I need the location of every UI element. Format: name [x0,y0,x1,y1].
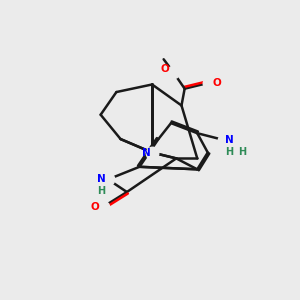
Text: N: N [225,135,234,145]
Text: H: H [98,186,106,196]
Text: O: O [161,64,170,74]
Text: H: H [225,146,233,157]
Text: H: H [238,146,247,157]
Text: O: O [90,202,99,212]
Text: N: N [97,174,106,184]
Text: N: N [142,148,151,158]
Text: O: O [212,78,221,88]
